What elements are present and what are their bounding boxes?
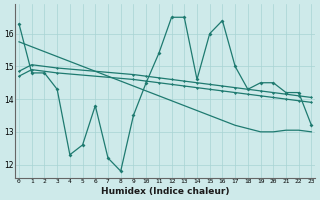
X-axis label: Humidex (Indice chaleur): Humidex (Indice chaleur) <box>101 187 229 196</box>
